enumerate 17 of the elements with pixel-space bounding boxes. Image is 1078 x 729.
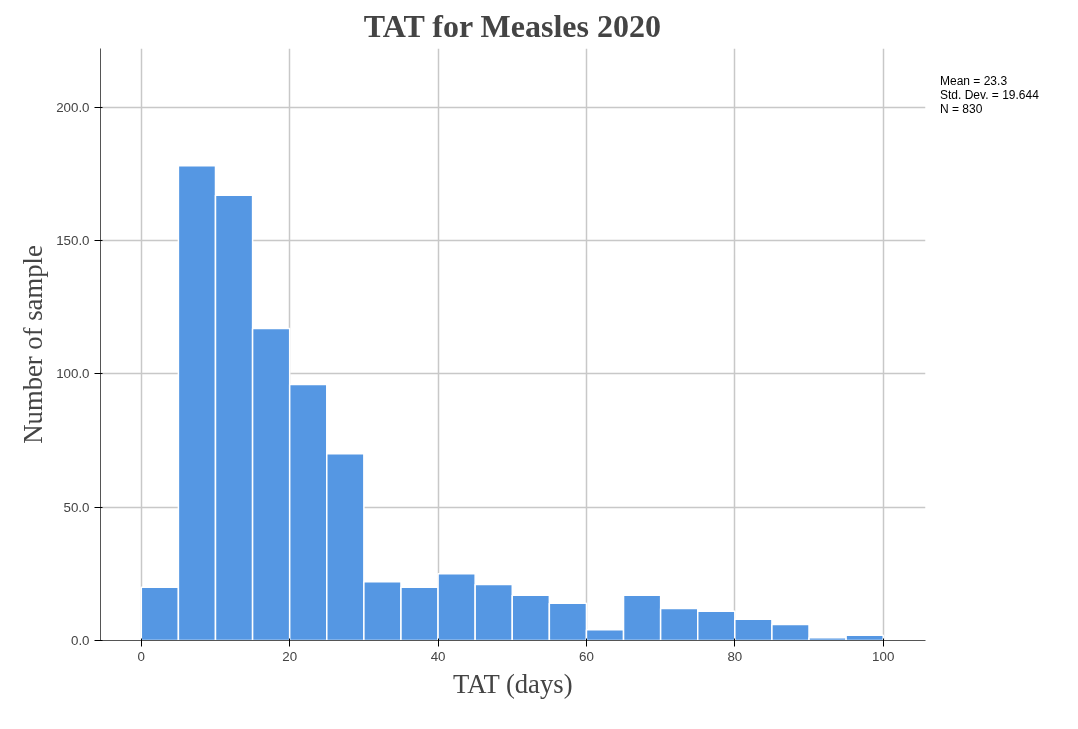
y-tick-label: 0.0 [70, 633, 90, 648]
x-tick-label: 20 [282, 648, 298, 664]
x-tick-label: 0 [137, 648, 146, 664]
x-axis-title: TAT (days) [453, 668, 573, 699]
text: Mean = 23.3 [940, 74, 1008, 88]
y-axis-title: Number of sample [18, 245, 49, 444]
x-tick-label: 40 [430, 648, 446, 664]
text: N = 830 [940, 101, 983, 116]
y-tick-label: 50.0 [63, 499, 90, 515]
text: Std. Dev. = 19.644 [940, 87, 1039, 102]
x-tick-label: 80 [727, 648, 743, 664]
y-tick-label: 200.0 [56, 99, 90, 115]
y-tick-label: 100.0 [56, 366, 90, 382]
chart-title: TAT for Measles 2020 [363, 7, 661, 44]
x-tick-label: 100 [872, 648, 895, 664]
x-tick-label: 60 [579, 648, 594, 664]
y-tick-label: 150.0 [56, 233, 90, 248]
